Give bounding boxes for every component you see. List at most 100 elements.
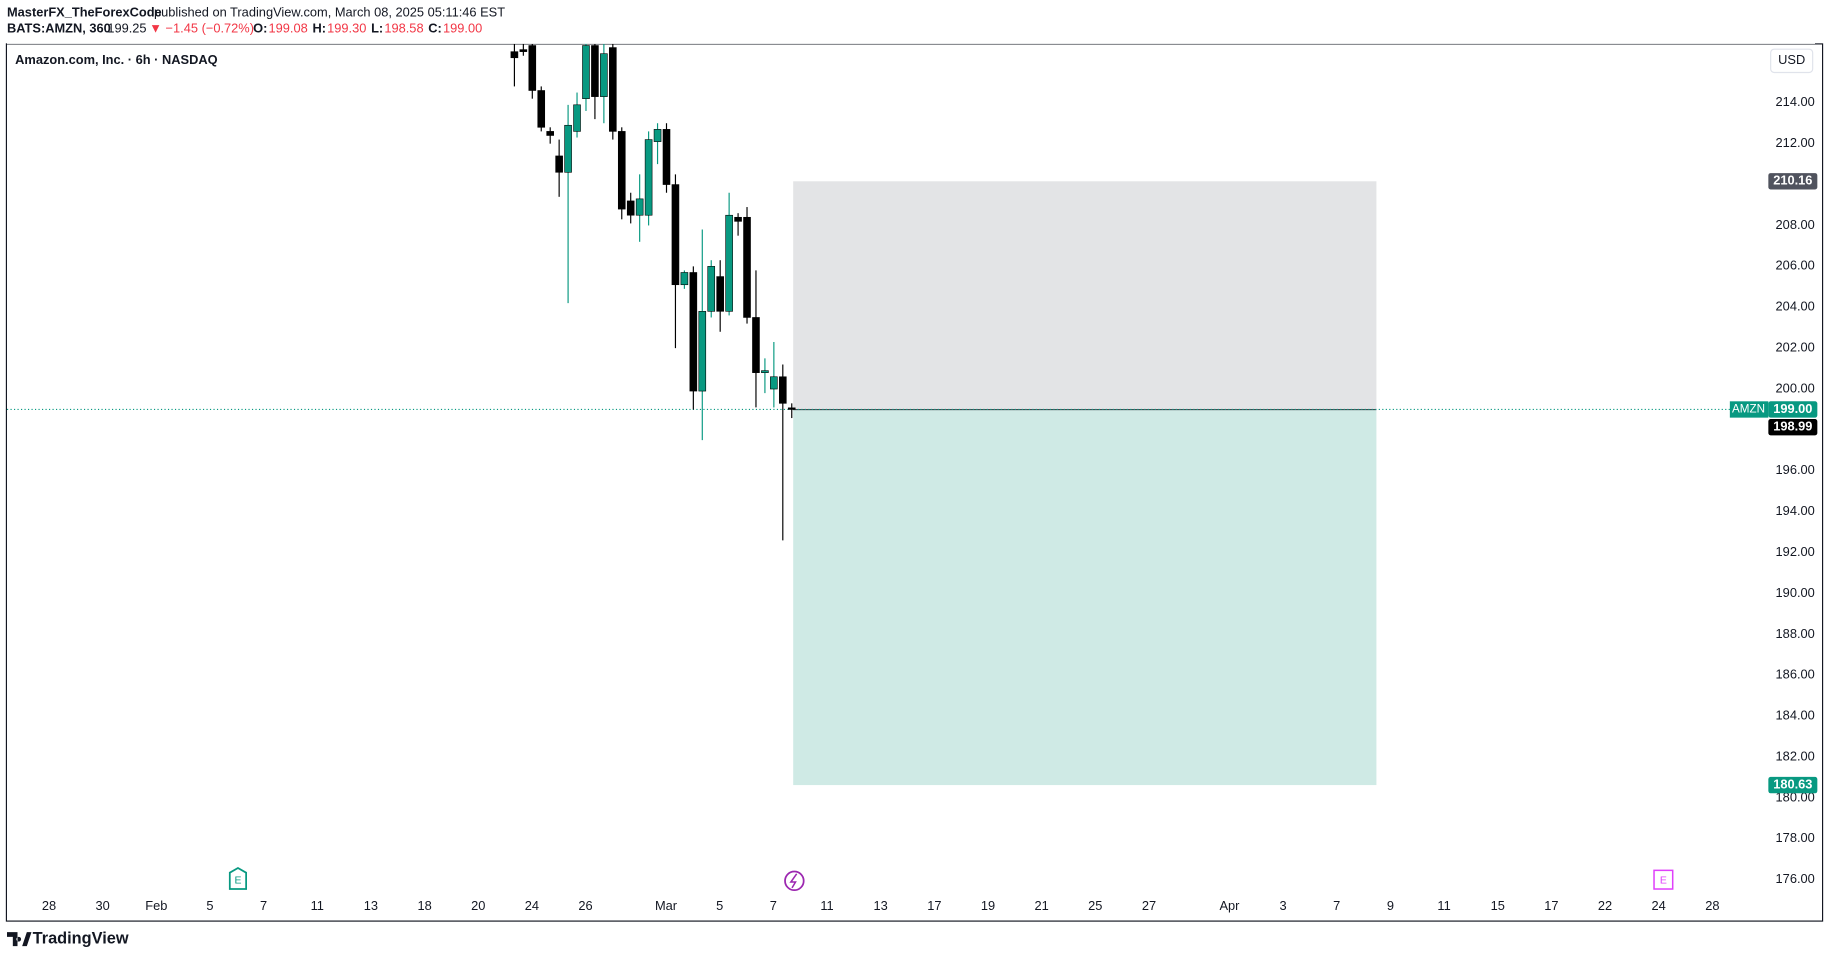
candle-body xyxy=(537,90,546,128)
y-tick-label: 186.00 xyxy=(1776,667,1815,682)
stop-tag-bg xyxy=(1768,173,1818,190)
x-tick-label: Mar xyxy=(655,898,678,913)
candle-body xyxy=(653,129,662,142)
x-tick-label: 3 xyxy=(1280,898,1287,913)
x-tick-label: Apr xyxy=(1219,898,1240,913)
ohlc-value: 199.08 xyxy=(269,21,308,36)
x-tick-label: 28 xyxy=(1705,898,1719,913)
publisher: MasterFX_TheForexCode xyxy=(7,4,162,19)
x-tick-label: 18 xyxy=(417,898,431,913)
candle-body xyxy=(591,45,599,97)
published: published on TradingView.com, March 08, … xyxy=(154,4,505,19)
x-tick-label: 17 xyxy=(1544,898,1558,913)
svg-text:E: E xyxy=(1660,876,1667,887)
x-tick-label: 11 xyxy=(311,898,324,913)
y-tick-label: 202.00 xyxy=(1776,340,1815,355)
x-tick-label: 7 xyxy=(1333,898,1340,913)
currency[interactable]: USD xyxy=(1778,52,1805,67)
y-tick-label: 194.00 xyxy=(1776,503,1815,518)
x-tick-label: 7 xyxy=(260,898,267,913)
ohlc-label: C: xyxy=(428,21,442,36)
ohlc-value: 198.58 xyxy=(384,21,423,36)
candle-body xyxy=(555,155,563,173)
x-tick-label: 30 xyxy=(96,898,110,913)
symbol-tag: AMZN xyxy=(1732,403,1765,416)
candle-body xyxy=(528,45,537,91)
target-tag-bg xyxy=(1768,776,1818,794)
candle-body xyxy=(609,47,617,132)
ohlc-label: H: xyxy=(312,21,326,36)
last-price-tag-bg xyxy=(1768,401,1818,418)
x-tick-label: 11 xyxy=(820,898,833,913)
ohlc-label: L: xyxy=(371,21,383,36)
change: ▼ −1.45 (−0.72%) xyxy=(149,21,254,36)
x-tick-label: 13 xyxy=(364,898,378,913)
x-tick-label: 24 xyxy=(525,898,539,913)
x-tick-label: 17 xyxy=(927,898,941,913)
x-tick-label: 15 xyxy=(1491,898,1505,913)
candle-body xyxy=(635,198,644,216)
x-tick-label: 20 xyxy=(471,898,485,913)
symbol-tag-bg xyxy=(1729,401,1769,418)
candle-body xyxy=(743,216,751,318)
x-tick-label: 22 xyxy=(1598,898,1612,913)
y-tick-label: 176.00 xyxy=(1776,871,1815,886)
x-tick-label: 26 xyxy=(578,898,592,913)
ohlc-value: 199.00 xyxy=(443,21,482,36)
x-tick-label: Feb xyxy=(145,898,167,913)
y-tick-label: 214.00 xyxy=(1776,94,1815,109)
x-tick-label: 5 xyxy=(716,898,723,913)
target-zone xyxy=(793,409,1377,786)
svg-text:E: E xyxy=(234,876,241,887)
last-price: 199.25 xyxy=(107,21,146,36)
candle-body xyxy=(689,272,698,392)
symbol: BATS:AMZN, 360 xyxy=(7,21,111,36)
x-tick-label: 24 xyxy=(1652,898,1666,913)
event-earnings[interactable]: E xyxy=(228,867,247,890)
candle-body xyxy=(725,214,733,312)
candle-body xyxy=(698,311,707,392)
x-tick-label: 13 xyxy=(874,898,888,913)
x-tick-label: 9 xyxy=(1387,898,1394,913)
candle-body xyxy=(564,124,572,173)
candle-body xyxy=(716,276,724,312)
y-tick-label: 212.00 xyxy=(1776,135,1815,150)
legend: Amazon.com, Inc. · 6h · NASDAQ xyxy=(15,52,217,67)
x-tick-label: 5 xyxy=(206,898,213,913)
currency-box[interactable] xyxy=(1770,48,1814,74)
plot-top-mask xyxy=(6,35,1816,44)
event-dividend[interactable] xyxy=(784,870,805,892)
stop-tag: 210.16 xyxy=(1773,173,1812,188)
candle-body xyxy=(787,407,796,410)
y-tick-label: 200.00 xyxy=(1776,380,1815,395)
target-tag: 180.63 xyxy=(1773,776,1812,791)
y-tick-label: 188.00 xyxy=(1776,626,1815,641)
candle-body xyxy=(779,376,787,404)
candle-body xyxy=(761,370,769,373)
candle-body xyxy=(573,104,581,132)
y-tick-label: 178.00 xyxy=(1776,830,1815,845)
candle-body xyxy=(600,53,608,97)
entry-tag-bg xyxy=(1768,419,1818,436)
last-price-tag: 199.00 xyxy=(1773,401,1812,416)
x-tick-label: 7 xyxy=(770,898,777,913)
y-tick-label: 206.00 xyxy=(1776,258,1815,273)
candle-body xyxy=(707,266,716,312)
entry-tag: 198.99 xyxy=(1773,419,1812,434)
candle-body xyxy=(752,317,760,373)
candle-body xyxy=(644,139,653,216)
x-tick-label: 21 xyxy=(1035,898,1049,913)
y-tick-label: 184.00 xyxy=(1776,708,1815,723)
candle-body xyxy=(519,49,528,52)
y-tick-label: 208.00 xyxy=(1776,217,1815,232)
x-tick-label: 27 xyxy=(1142,898,1156,913)
y-tick-label: 196.00 xyxy=(1776,462,1815,477)
event-earnings-future[interactable]: E xyxy=(1653,869,1674,890)
candle-body xyxy=(626,200,635,216)
candle-body xyxy=(770,376,778,390)
ohlc-label: O: xyxy=(253,21,267,36)
x-tick-label: 25 xyxy=(1088,898,1102,913)
tradingview-logo xyxy=(6,932,32,947)
y-tick-label: 204.00 xyxy=(1776,299,1815,314)
